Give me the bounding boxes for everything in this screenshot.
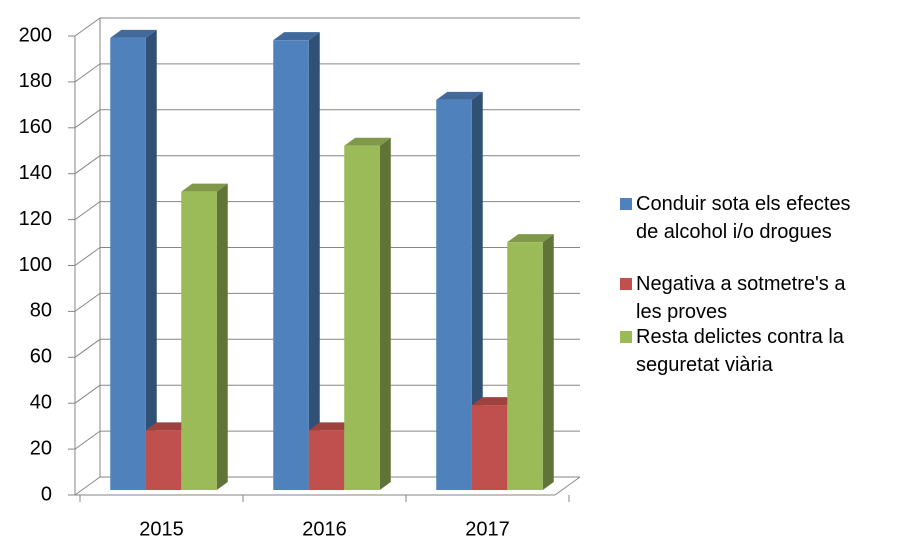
grid-line-side xyxy=(74,338,101,358)
grid-line-side xyxy=(74,155,101,175)
y-tick-label: 20 xyxy=(30,437,52,459)
bar-side xyxy=(216,183,228,490)
bar-front xyxy=(436,99,472,490)
bar xyxy=(110,29,157,490)
bar-front xyxy=(145,430,182,490)
legend-label: Conduir sota els efectes de alcohol i/o … xyxy=(636,193,851,243)
bar xyxy=(181,183,228,490)
y-tick-label: 40 xyxy=(30,391,52,413)
bar-front xyxy=(181,191,217,490)
y-tick-label: 200 xyxy=(19,24,52,46)
bar-front xyxy=(308,430,345,490)
bar-top xyxy=(471,397,519,406)
x-tick-label: 2016 xyxy=(302,518,347,540)
bar-side xyxy=(471,91,483,490)
bar-front xyxy=(273,40,309,491)
legend-label: Resta delictes contra la seguretat viàri… xyxy=(636,326,844,376)
bar-top xyxy=(344,137,391,146)
legend-swatch xyxy=(620,198,632,210)
bar-side xyxy=(542,234,554,490)
bar-top xyxy=(273,32,320,41)
x-tick-label: 2017 xyxy=(465,518,510,540)
bar-top xyxy=(145,422,193,431)
grid-line-side xyxy=(74,384,101,404)
grid-line-side xyxy=(74,109,101,129)
bar-top xyxy=(110,29,157,38)
bar-side xyxy=(379,137,391,490)
grid-line-side xyxy=(74,247,101,266)
bar xyxy=(344,137,391,490)
bar-front xyxy=(507,242,543,490)
bar xyxy=(273,32,320,491)
grid-line-side xyxy=(74,476,101,496)
bar-front xyxy=(344,145,380,490)
bar-top xyxy=(507,234,554,243)
grid-line-side xyxy=(74,430,101,450)
legend-swatch xyxy=(620,331,632,343)
bar-side xyxy=(308,32,320,491)
bar-side xyxy=(145,29,157,490)
bar-top xyxy=(436,91,483,100)
bar xyxy=(436,91,483,490)
grid-line-side xyxy=(74,201,101,221)
y-tick-label: 80 xyxy=(30,300,52,322)
y-tick-label: 160 xyxy=(19,116,52,138)
floor-edge xyxy=(554,476,581,496)
bar-front xyxy=(110,37,146,490)
y-tick-label: 180 xyxy=(19,70,52,92)
bar-top xyxy=(308,422,356,431)
y-tick-label: 140 xyxy=(19,162,52,184)
x-tick-label: 2015 xyxy=(139,518,184,540)
grid-line-side xyxy=(74,292,101,312)
y-tick-label: 60 xyxy=(30,346,52,368)
legend-swatch xyxy=(620,278,632,290)
grid-line-side xyxy=(74,63,101,83)
bar-top xyxy=(181,183,228,192)
bar-front xyxy=(471,405,508,490)
legend-label: Negativa a sotmetre's a les proves xyxy=(636,273,846,323)
y-tick-label: 0 xyxy=(41,483,52,505)
y-tick-label: 100 xyxy=(19,254,52,276)
bar xyxy=(507,234,554,490)
grid-line-side xyxy=(74,17,101,37)
y-tick-label: 120 xyxy=(19,208,52,230)
